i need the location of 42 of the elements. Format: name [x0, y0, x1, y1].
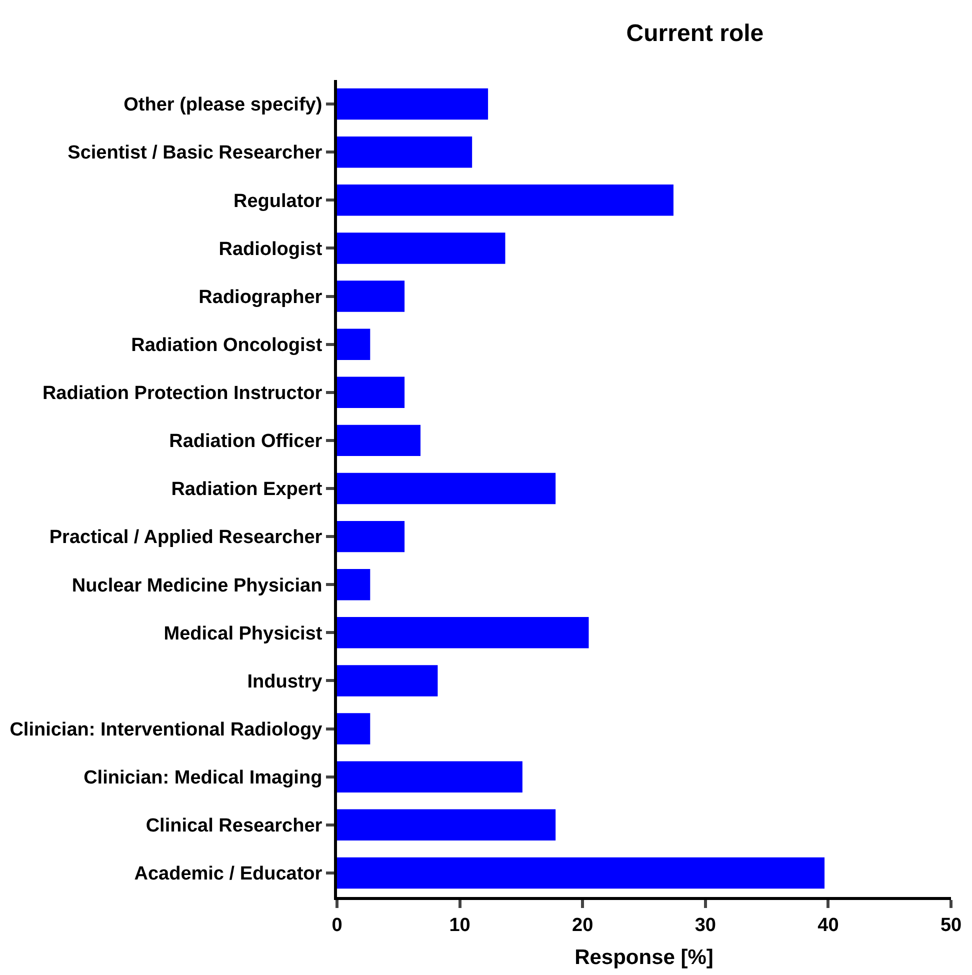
y-tick-label: Radiation Expert	[171, 479, 323, 500]
y-tick-label: Radiation Officer	[169, 431, 323, 452]
y-tick-label: Medical Physicist	[164, 623, 323, 644]
y-tick-label: Clinician: Medical Imaging	[84, 768, 322, 788]
bar	[337, 569, 370, 600]
y-tick-label: Other (please specify)	[124, 94, 322, 116]
y-tick-label: Clinician: Interventional Radiology	[10, 719, 323, 740]
y-tick-label: Academic / Educator	[134, 864, 323, 885]
x-tick-label: 0	[332, 914, 342, 936]
bar	[337, 184, 674, 216]
bar	[337, 376, 405, 408]
y-tick-label: Scientist / Basic Researcher	[68, 142, 323, 164]
bar	[337, 761, 522, 792]
y-tick-label: Industry	[247, 671, 323, 692]
y-tick-label: Nuclear Medicine Physician	[72, 575, 322, 596]
bar	[337, 617, 589, 648]
x-tick-label: 30	[694, 914, 716, 936]
x-tick-label: 40	[818, 914, 839, 936]
bar	[337, 713, 370, 744]
x-tick-label: 10	[449, 914, 470, 936]
bar	[337, 280, 405, 312]
y-tick-label: Radiographer	[198, 286, 323, 308]
y-tick-label: Radiologist	[218, 238, 323, 260]
bar	[337, 857, 825, 889]
bar	[337, 472, 556, 504]
y-tick-label: Regulator	[234, 190, 323, 212]
bar	[337, 520, 405, 552]
x-tick-label: 50	[940, 914, 962, 936]
x-tick-label: 20	[572, 914, 594, 936]
bar	[337, 88, 488, 120]
bar	[337, 328, 370, 360]
bar	[337, 809, 556, 841]
bar	[337, 424, 420, 456]
x-axis-title: Response [%]	[574, 946, 714, 969]
bar	[337, 665, 438, 696]
y-tick-label: Practical / Applied Researcher	[49, 527, 323, 548]
y-tick-label: Radiation Oncologist	[131, 334, 323, 356]
bar	[337, 136, 472, 168]
bar	[337, 232, 506, 264]
y-tick-label: Radiation Protection Instructor	[42, 383, 323, 404]
y-tick-label: Clinical Researcher	[146, 816, 323, 837]
chart-title: Current role	[626, 20, 764, 48]
